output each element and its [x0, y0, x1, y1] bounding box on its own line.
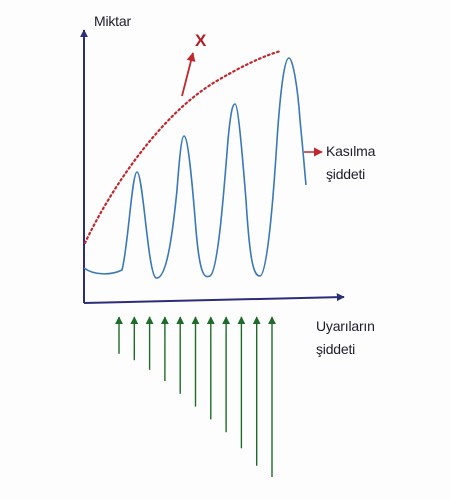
- stimulus-label: Uyarıların şiddeti: [316, 318, 375, 358]
- response-label: Kasılma şiddeti: [326, 143, 375, 183]
- stimulus-label-line2: şiddeti: [316, 341, 356, 357]
- response-label-line2: şiddeti: [326, 166, 366, 182]
- x-label: X: [195, 31, 207, 50]
- stimulus-arrows: [115, 316, 276, 477]
- stimulus-label-line1: Uyarıların: [316, 318, 375, 334]
- response-label-line1: Kasılma: [326, 143, 376, 159]
- contraction-strength-curve: [83, 57, 307, 279]
- x-axis: [83, 293, 345, 304]
- y-axis-label: Miktar: [94, 13, 131, 29]
- x-dotted-curve: [83, 49, 283, 245]
- x-pointer-arrow: [181, 52, 196, 97]
